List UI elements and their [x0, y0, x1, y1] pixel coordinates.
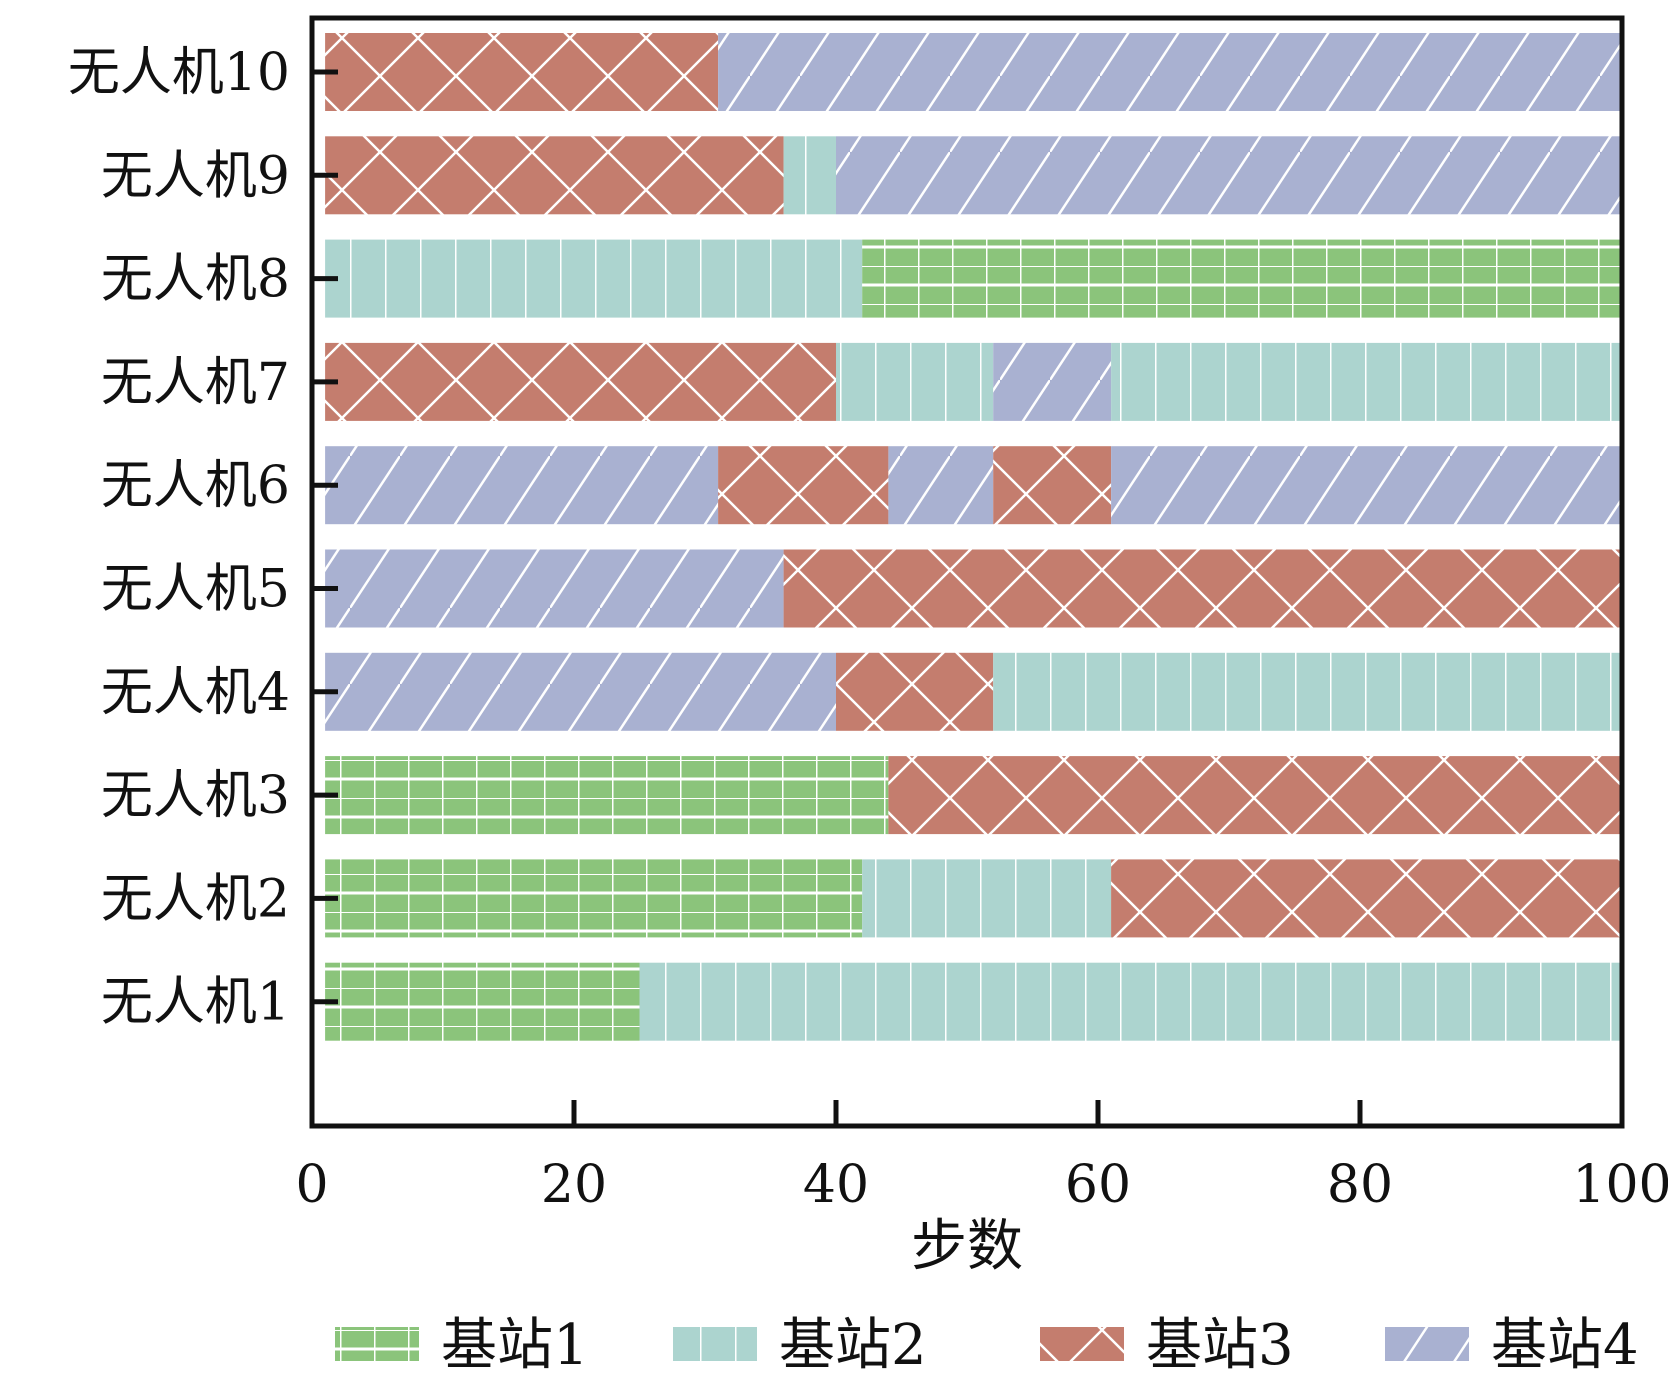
x-tick-label-40: 40 [803, 1155, 869, 1215]
y-tick-label-7: 无人机7 [101, 353, 290, 413]
x-axis: 0 20 40 60 80 100 [295, 1100, 1668, 1215]
x-axis-title: 步数 [911, 1214, 1023, 1279]
bar-segment-drone9-2 [783, 136, 836, 215]
legend-item-1: 基站1 [335, 1313, 589, 1378]
bar-segment-drone6-3 [888, 446, 994, 525]
legend-label-1: 基站1 [441, 1313, 589, 1378]
plot-frame [309, 15, 1625, 1129]
bar-segment-drone5-1 [325, 549, 784, 628]
legend-item-2: 基站2 [673, 1313, 927, 1378]
legend-label-3: 基站3 [1146, 1313, 1294, 1378]
y-tick-label-4: 无人机4 [101, 663, 290, 723]
bars-layer [325, 33, 1622, 1041]
bar-segment-drone2-2 [862, 859, 1112, 938]
legend-swatch-4 [1385, 1327, 1469, 1361]
y-axis: 无人机1 无人机2 无人机3 无人机4 无人机5 无人机6 无人机7 无人机8 无人机9 无人机1… [68, 43, 338, 1033]
y-tick-label-3: 无人机3 [101, 766, 290, 826]
legend-swatch-2 [673, 1327, 757, 1361]
bar-segment-drone9-1 [325, 136, 784, 215]
legend-item-3: 基站3 [1040, 1313, 1294, 1378]
bar-segment-drone5-2 [783, 549, 1622, 628]
bar-segment-drone4-2 [836, 652, 994, 731]
legend-label-4: 基站4 [1491, 1313, 1639, 1378]
bar-segment-drone8-2 [862, 239, 1622, 318]
y-tick-label-10: 无人机10 [68, 43, 290, 103]
y-tick-label-8: 无人机8 [101, 250, 290, 310]
y-tick-label-5: 无人机5 [101, 560, 290, 620]
bar-segment-drone7-2 [836, 342, 994, 421]
legend-swatch-3 [1040, 1327, 1124, 1361]
bar-segment-drone6-1 [325, 446, 719, 525]
bar-segment-drone10-2 [718, 33, 1622, 111]
bar-segment-drone2-3 [1111, 859, 1622, 938]
bar-segment-drone6-4 [993, 446, 1112, 525]
y-tick-label-9: 无人机9 [101, 146, 290, 206]
y-tick-label-6: 无人机6 [101, 456, 290, 516]
x-tick-label-60: 60 [1065, 1155, 1131, 1215]
y-tick-label-2: 无人机2 [101, 869, 290, 929]
bar-segment-drone7-1 [325, 342, 836, 421]
y-tick-label-1: 无人机1 [101, 973, 290, 1033]
legend: 基站1 基站2 基站3 基站4 [335, 1313, 1639, 1378]
bar-segment-drone4-3 [993, 652, 1622, 731]
bar-segment-drone6-5 [1111, 446, 1622, 525]
x-tick-label-80: 80 [1327, 1155, 1393, 1215]
bar-segment-drone4-1 [325, 652, 836, 731]
legend-label-2: 基站2 [779, 1313, 927, 1378]
bar-segment-drone10-1 [325, 33, 719, 111]
bar-segment-drone6-2 [718, 446, 889, 525]
legend-swatch-1 [335, 1327, 419, 1361]
x-tick-label-100: 100 [1572, 1155, 1668, 1215]
bar-segment-drone2-1 [325, 859, 863, 938]
bar-segment-drone8-1 [325, 239, 863, 318]
bar-segment-drone3-2 [888, 756, 1622, 835]
x-tick-label-20: 20 [541, 1155, 607, 1215]
bar-segment-drone1-2 [639, 962, 1622, 1041]
bar-segment-drone3-1 [325, 756, 889, 835]
legend-item-4: 基站4 [1385, 1313, 1639, 1378]
bar-segment-drone7-3 [993, 342, 1112, 421]
bar-segment-drone7-4 [1111, 342, 1622, 421]
x-tick-label-0: 0 [295, 1155, 328, 1215]
bar-segment-drone1-1 [325, 962, 640, 1041]
bar-segment-drone9-3 [836, 136, 1622, 215]
